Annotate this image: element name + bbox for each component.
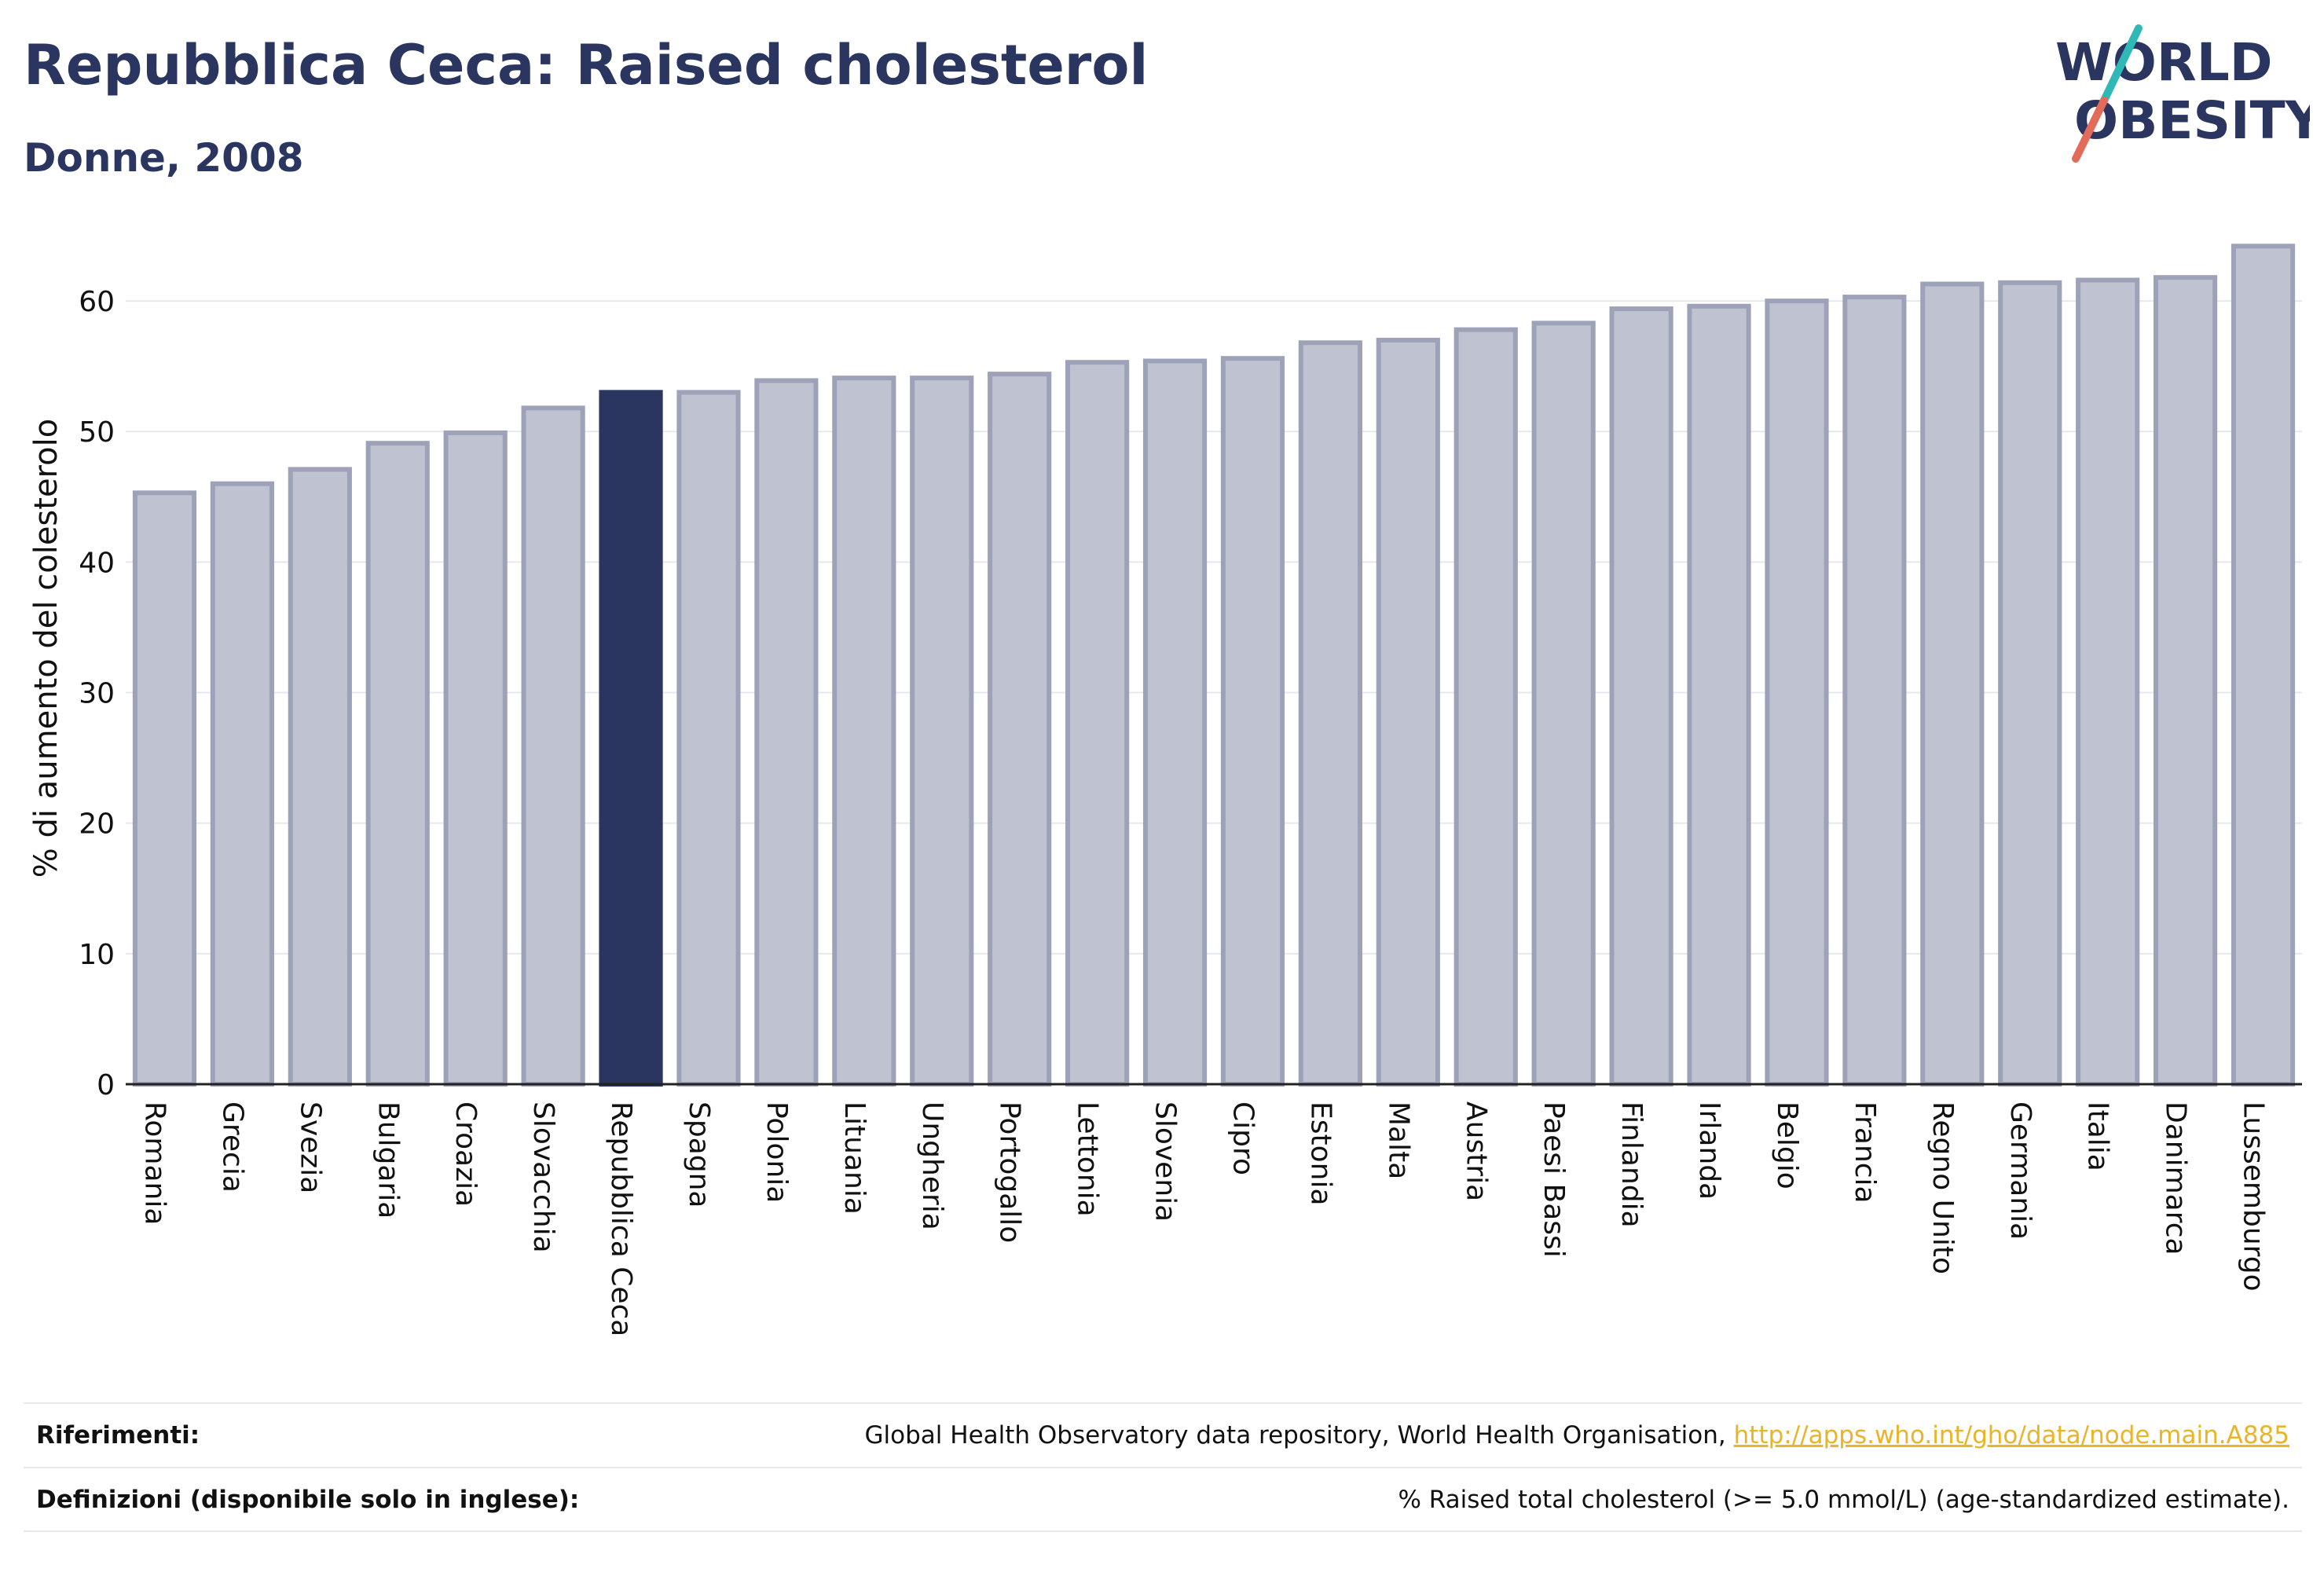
y-tick-label: 0 [97, 1069, 115, 1101]
x-tick-label: Danimarca [2160, 1101, 2192, 1255]
bar [1531, 321, 1596, 1087]
logo-slash-coral [2072, 97, 2108, 163]
references-link[interactable]: http://apps.who.int/gho/data/node.main.A… [1733, 1421, 2289, 1450]
logo-text-line2: OBESITY [2074, 90, 2310, 151]
world-obesity-logo: WORLD OBESITY [2051, 24, 2324, 165]
bar [2231, 244, 2296, 1087]
x-tick-label: Ungheria [916, 1101, 948, 1230]
x-tick-label: Slovenia [1149, 1101, 1182, 1222]
x-tick-label: Croazia [449, 1101, 482, 1207]
x-tick-label: Slovacchia [527, 1101, 559, 1253]
x-tick-label: Lettonia [1072, 1101, 1104, 1217]
bar [1998, 280, 2062, 1087]
references-text: Global Health Observatory data repositor… [864, 1421, 1734, 1450]
y-tick-label: 40 [79, 547, 115, 579]
x-tick-label: Estonia [1304, 1101, 1336, 1206]
x-tick-label: Grecia [216, 1101, 248, 1193]
y-tick-label: 50 [79, 416, 115, 449]
bar [1142, 358, 1208, 1087]
definitions-value: % Raised total cholesterol (>= 5.0 mmol/… [1398, 1486, 2289, 1514]
x-tick-label: Repubblica Ceca [605, 1101, 637, 1336]
bar [988, 372, 1052, 1087]
bar [676, 390, 741, 1087]
x-tick-label: Lituania [838, 1101, 871, 1215]
bar-chart: 0 10 20 30 40 50 60 Romania Grecia Svezia Bulgaria… [28, 244, 2302, 1336]
bar [1609, 306, 1673, 1087]
x-tick-label: Svezia [294, 1101, 326, 1193]
logo-text-line1: WORLD [2055, 32, 2273, 93]
x-tick-label: Austria [1460, 1101, 1492, 1201]
x-tick-label: Paesi Bassi [1538, 1101, 1570, 1258]
y-tick-label: 10 [79, 939, 115, 971]
x-tick-label: Germania [2004, 1101, 2036, 1240]
bar [132, 490, 197, 1087]
bar [443, 430, 508, 1087]
bar [910, 376, 974, 1087]
definitions-row: Definizioni (disponibile solo in inglese… [24, 1467, 2302, 1531]
bar [521, 405, 585, 1087]
x-tick-label: Spagna [683, 1101, 715, 1208]
bar [1376, 337, 1440, 1087]
x-tick-label: Cipro [1226, 1101, 1259, 1175]
bar [832, 376, 896, 1087]
x-tick-label: Romania [138, 1101, 170, 1225]
bar [1920, 281, 1985, 1087]
y-tick-label: 60 [79, 286, 115, 318]
x-tick-label: Lussemburgo [2238, 1101, 2270, 1292]
references-row: Riferimenti: Global Health Observatory d… [24, 1402, 2302, 1467]
bar [2154, 275, 2218, 1087]
bar [365, 441, 430, 1087]
x-tick-label: Polonia [761, 1101, 793, 1203]
page-subtitle: Donne, 2008 [24, 135, 304, 181]
axes: 0 10 20 30 40 50 60 Romania Grecia Svezia Bulgaria… [79, 286, 2302, 1336]
bar [1298, 340, 1362, 1087]
x-tick-label: Bulgaria [372, 1101, 404, 1219]
x-tick-label: Francia [1849, 1101, 1881, 1204]
y-tick-label: 20 [79, 808, 115, 841]
bars [132, 244, 2296, 1087]
x-tick-label: Finlandia [1615, 1101, 1648, 1228]
bar [2076, 277, 2140, 1087]
footer-divider [24, 1530, 2302, 1532]
bar [1765, 299, 1829, 1087]
x-tick-label: Belgio [1771, 1101, 1803, 1189]
x-tick-label: Malta [1382, 1101, 1414, 1179]
logo-slash-teal [2100, 24, 2143, 104]
references-label: Riferimenti: [36, 1421, 200, 1450]
bar [754, 378, 819, 1087]
bar [288, 467, 352, 1087]
definitions-label: Definizioni (disponibile solo in inglese… [36, 1486, 580, 1514]
x-tick-label: Portogallo [994, 1101, 1026, 1243]
y-tick-label: 30 [79, 678, 115, 710]
references-value: Global Health Observatory data repositor… [865, 1421, 2302, 1450]
x-tick-label: Irlanda [1693, 1101, 1725, 1200]
bar [1687, 303, 1751, 1087]
bar [210, 481, 274, 1087]
bar [1065, 360, 1130, 1087]
x-tick-label: Regno Unito [1926, 1101, 1959, 1274]
page-title: Repubblica Ceca: Raised cholesterol [24, 33, 1149, 97]
bar [1453, 327, 1518, 1087]
bar [1220, 356, 1285, 1087]
bar [1842, 295, 1907, 1087]
bar-highlight [599, 390, 663, 1087]
x-tick-label: Italia [2082, 1101, 2114, 1171]
y-axis-title: % di aumento del colesterolo [28, 419, 64, 878]
